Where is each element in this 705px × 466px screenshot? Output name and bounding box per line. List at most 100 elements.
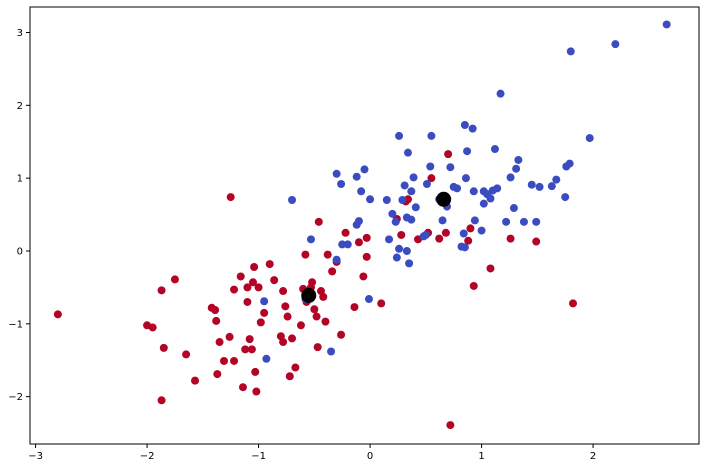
- ticks-layer: −3 −2 −1 0 1 2 −2 −1 0 1 2 3: [8, 28, 596, 462]
- scatter-point: [377, 299, 386, 308]
- scatter-point: [213, 370, 222, 379]
- scatter-point: [256, 318, 265, 327]
- scatter-point: [532, 217, 541, 226]
- scatter-point: [357, 187, 366, 196]
- scatter-point: [444, 150, 453, 159]
- scatter-point: [337, 330, 346, 339]
- x-tick-label: −1: [251, 451, 266, 462]
- scatter-point: [490, 145, 499, 154]
- scatter-point: [468, 124, 477, 133]
- scatter-point: [170, 275, 179, 284]
- points-layer: [53, 20, 671, 430]
- scatter-point: [611, 40, 620, 49]
- scatter-point: [397, 230, 406, 239]
- scatter-point: [403, 148, 412, 157]
- scatter-point: [446, 421, 455, 430]
- scatter-point: [527, 180, 536, 189]
- scatter-point: [459, 229, 468, 238]
- scatter-point: [366, 195, 375, 204]
- scatter-point: [385, 235, 394, 244]
- scatter-point: [535, 182, 544, 191]
- scatter-point: [391, 217, 400, 226]
- scatter-point: [245, 335, 254, 344]
- scatter-point: [250, 263, 259, 272]
- centroid-point: [301, 287, 317, 303]
- scatter-point: [547, 182, 556, 191]
- scatter-point: [301, 250, 310, 259]
- scatter-point: [321, 317, 330, 326]
- scatter-point: [566, 47, 575, 56]
- scatter-point: [281, 302, 290, 311]
- scatter-point: [466, 224, 475, 233]
- scatter-point: [157, 286, 166, 295]
- scatter-point: [441, 228, 450, 237]
- scatter-point: [252, 387, 261, 396]
- scatter-point: [469, 281, 478, 290]
- scatter-point: [312, 312, 321, 321]
- scatter-point: [453, 184, 462, 193]
- scatter-point: [288, 334, 297, 343]
- y-tick-label: −1: [8, 319, 23, 330]
- scatter-point: [426, 162, 435, 171]
- scatter-point: [486, 264, 495, 273]
- scatter-point: [247, 345, 256, 354]
- scatter-point: [148, 323, 157, 332]
- scatter-point: [464, 236, 473, 245]
- scatter-point: [493, 184, 502, 193]
- scatter-point: [332, 255, 341, 264]
- scatter-point: [350, 303, 359, 312]
- scatter-point: [395, 244, 404, 253]
- scatter-point: [53, 310, 62, 319]
- scatter-point: [226, 193, 235, 202]
- scatter-point: [230, 356, 239, 365]
- scatter-point: [362, 252, 371, 261]
- scatter-point: [359, 272, 368, 281]
- scatter-point: [341, 228, 350, 237]
- y-tick-label: 1: [17, 174, 23, 185]
- scatter-point: [212, 316, 221, 325]
- cluster-series-1: [53, 150, 578, 430]
- scatter-point: [470, 216, 479, 225]
- scatter-point: [569, 299, 578, 308]
- scatter-point: [285, 372, 294, 381]
- scatter-point: [506, 173, 515, 182]
- scatter-point: [241, 345, 250, 354]
- scatter-point: [405, 259, 414, 268]
- scatter-point: [427, 131, 436, 140]
- scatter-point: [662, 20, 671, 29]
- scatter-point: [283, 312, 292, 321]
- scatter-point: [262, 354, 271, 363]
- scatter-point: [306, 235, 315, 244]
- scatter-point: [191, 376, 200, 385]
- scatter-point: [438, 216, 447, 225]
- scatter-point: [360, 165, 369, 174]
- scatter-point: [243, 283, 252, 292]
- scatter-point: [514, 155, 523, 164]
- scatter-point: [238, 383, 247, 392]
- scatter-point: [291, 363, 300, 372]
- scatter-point: [411, 203, 420, 212]
- scatter-point: [332, 169, 341, 178]
- scatter-point: [400, 181, 409, 190]
- scatter-point: [469, 187, 478, 196]
- scatter-point: [509, 204, 518, 213]
- scatter-point: [585, 134, 594, 143]
- scatter-point: [565, 159, 574, 168]
- scatter-point: [477, 226, 486, 235]
- scatter-point: [323, 250, 332, 259]
- scatter-point: [496, 89, 505, 98]
- scatter-point: [395, 131, 404, 140]
- scatter-point: [279, 287, 288, 296]
- scatter-point: [319, 292, 328, 301]
- scatter-point: [338, 240, 347, 249]
- scatter-point: [159, 343, 168, 352]
- scatter-point: [506, 234, 515, 243]
- scatter-point: [354, 217, 363, 226]
- scatter-point: [461, 174, 470, 183]
- scatter-point: [260, 308, 269, 317]
- scatter-point: [486, 194, 495, 203]
- x-tick-label: −3: [28, 451, 43, 462]
- scatter-point: [532, 237, 541, 246]
- y-tick-label: 3: [17, 28, 23, 39]
- scatter-point: [288, 196, 297, 205]
